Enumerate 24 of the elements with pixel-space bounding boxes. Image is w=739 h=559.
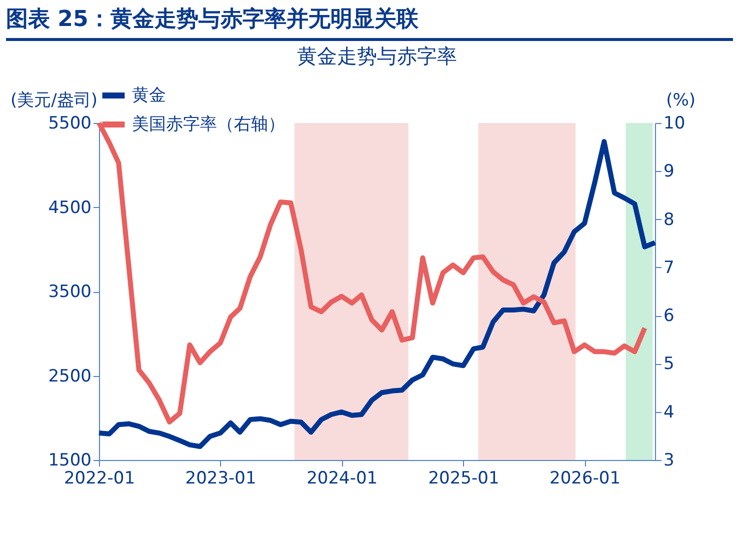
chart-subtitle: 黄金走势与赤字率 bbox=[297, 44, 457, 68]
legend-label: 美国赤字率（右轴） bbox=[132, 114, 285, 134]
y2-tick-label: 8 bbox=[664, 210, 674, 230]
x-tick-label: 2023-01 bbox=[185, 468, 256, 488]
y2-tick-label: 6 bbox=[664, 306, 674, 326]
y-tick-label: 3500 bbox=[48, 282, 92, 302]
x-tick-label: 2025-01 bbox=[428, 468, 500, 488]
y2-tick-label: 3 bbox=[664, 450, 674, 470]
legend-label: 黄金 bbox=[132, 86, 166, 106]
y2-tick-label: 4 bbox=[664, 402, 674, 422]
y-tick-label: 2500 bbox=[48, 366, 92, 386]
chart-title: 图表 25：黄金走势与赤字率并无明显关联 bbox=[6, 4, 733, 41]
y2-tick-label: 7 bbox=[664, 258, 674, 278]
y-tick-label: 5500 bbox=[48, 114, 92, 134]
y-tick-label: 4500 bbox=[48, 198, 92, 218]
y2-axis-title: (%) bbox=[666, 90, 696, 110]
x-tick-label: 2026-01 bbox=[550, 468, 621, 488]
y2-tick-label: 10 bbox=[664, 114, 686, 134]
x-tick-label: 2024-01 bbox=[306, 468, 378, 488]
y2-tick-label: 9 bbox=[664, 162, 674, 182]
y-tick-label: 1500 bbox=[48, 450, 92, 470]
y-axis-title: (美元/盎司) bbox=[10, 90, 98, 110]
y2-tick-label: 5 bbox=[664, 354, 674, 374]
x-tick-label: 2022-01 bbox=[64, 468, 136, 488]
